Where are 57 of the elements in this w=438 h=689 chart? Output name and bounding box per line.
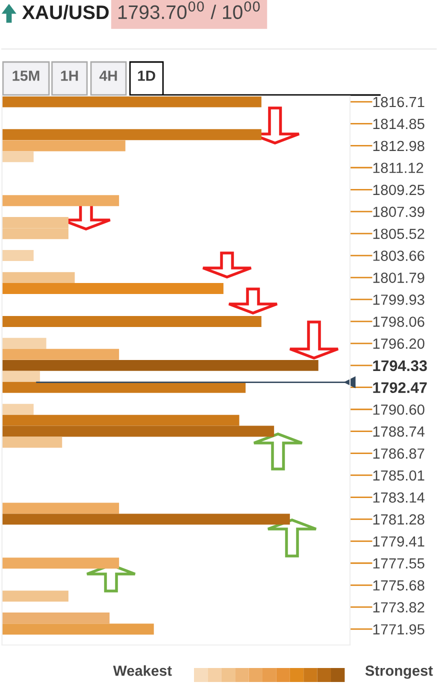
bar bbox=[2, 426, 274, 437]
bar bbox=[2, 514, 290, 525]
bar bbox=[2, 338, 46, 349]
chart-subtitle: 1793.70$^{00}$ / 10$^{00}$ bbox=[118, 1, 260, 20]
y-tick-label: 1794.33 bbox=[373, 360, 427, 372]
y-tick-label: 1773.82 bbox=[373, 602, 424, 612]
y-tick-label: 1814.85 bbox=[373, 118, 424, 130]
bar bbox=[2, 558, 120, 569]
text: Strongest bbox=[365, 666, 433, 679]
bar bbox=[2, 590, 68, 602]
text: 4H bbox=[99, 70, 117, 81]
bar bbox=[2, 382, 246, 393]
y-tick-label: 1798.06 bbox=[373, 316, 424, 327]
y-tick-label: 1779.41 bbox=[373, 536, 424, 547]
bar bbox=[2, 348, 120, 360]
bar bbox=[2, 151, 34, 162]
bar bbox=[2, 404, 34, 415]
y-tick-label: 1812.98 bbox=[373, 140, 424, 152]
text: 15M bbox=[12, 70, 40, 81]
bar bbox=[2, 96, 262, 108]
y-tick-label: 1777.55 bbox=[373, 558, 424, 569]
y-tick-label: 1801.79 bbox=[373, 272, 424, 283]
y-tick-label: 1805.52 bbox=[373, 228, 424, 240]
bar bbox=[2, 612, 110, 624]
y-tick-label: 1788.74 bbox=[373, 426, 425, 437]
bar bbox=[2, 195, 120, 206]
bar bbox=[2, 250, 34, 261]
y-tick-label: 1771.95 bbox=[373, 624, 424, 635]
text: Weakest bbox=[113, 665, 172, 676]
y-tick-label: 1781.28 bbox=[373, 514, 424, 525]
bar bbox=[2, 140, 126, 152]
y-tick-label: 1775.68 bbox=[373, 580, 424, 591]
y-tick-label: 1799.93 bbox=[373, 294, 424, 305]
y-tick-label: 1790.60 bbox=[373, 404, 424, 415]
y-tick-label: 1811.12 bbox=[373, 162, 424, 174]
y-tick-label: 1816.71 bbox=[373, 96, 424, 108]
bar bbox=[2, 272, 75, 284]
bar bbox=[2, 360, 318, 371]
bar bbox=[2, 436, 62, 448]
bar bbox=[2, 316, 262, 327]
y-tick-label: 1809.25 bbox=[373, 184, 424, 196]
y-tick-label: 1803.66 bbox=[373, 250, 424, 261]
text: 1H bbox=[61, 70, 78, 81]
bar bbox=[2, 624, 154, 635]
bar bbox=[2, 283, 224, 294]
y-tick-label: 1792.47 bbox=[373, 382, 427, 394]
chart-title: XAU/USD bbox=[22, 4, 109, 20]
y-tick-label: 1796.20 bbox=[373, 338, 424, 349]
y-tick-label: 1786.87 bbox=[373, 448, 424, 459]
y-tick-label: 1807.39 bbox=[373, 206, 424, 217]
bar bbox=[2, 129, 262, 140]
y-tick-label: 1783.14 bbox=[373, 492, 425, 503]
y-tick-label: 1785.01 bbox=[373, 470, 424, 481]
text: 1D bbox=[138, 70, 156, 81]
bar bbox=[2, 502, 120, 514]
bar bbox=[2, 370, 40, 382]
bar bbox=[2, 414, 240, 426]
